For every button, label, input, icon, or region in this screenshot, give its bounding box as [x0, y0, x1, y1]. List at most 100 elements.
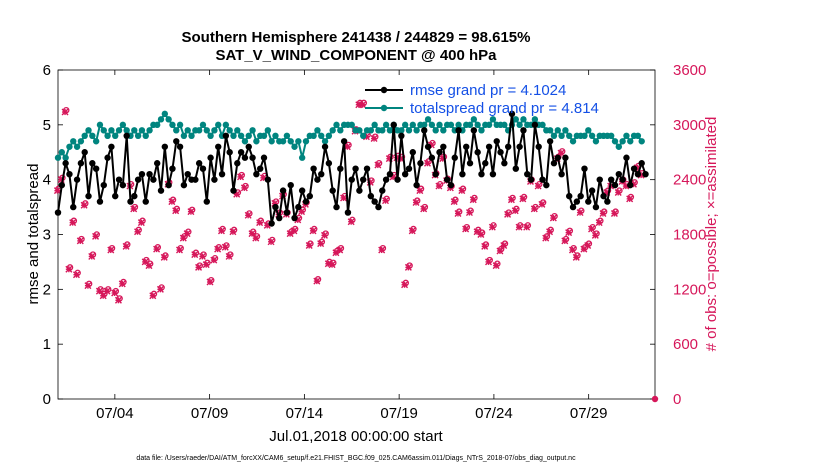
obs-assimilated-point	[145, 262, 153, 270]
rmse-point	[451, 154, 458, 161]
rmse-point	[455, 127, 462, 134]
rmse-point	[428, 154, 436, 161]
totalspread-point	[592, 138, 600, 145]
rmse-point	[314, 176, 321, 183]
totalspread-point	[356, 127, 363, 134]
rmse-point	[207, 154, 214, 161]
totalspread-point	[199, 121, 207, 129]
obs-assimilated-point	[65, 265, 73, 273]
totalspread-point	[146, 127, 153, 134]
obs-assimilated-point	[84, 282, 92, 290]
obs-assimilated-point	[462, 225, 470, 233]
rmse-point	[466, 160, 474, 167]
obs-assimilated-point	[546, 228, 554, 236]
obs-assimilated-point	[244, 211, 252, 219]
rmse-point	[70, 203, 77, 211]
obs-assimilated-point	[53, 187, 61, 195]
totalspread-point	[237, 132, 245, 139]
rmse-point	[634, 170, 642, 178]
rmse-point	[535, 143, 542, 150]
y-right-tick-label: 3600	[673, 62, 706, 79]
x-tick-label: 07/04	[96, 405, 134, 422]
obs-assimilated-point	[80, 201, 88, 209]
obs-assimilated-point	[175, 246, 183, 254]
rmse-point	[77, 160, 85, 167]
totalspread-point	[153, 121, 161, 129]
obs-assimilated-point	[523, 223, 531, 231]
rmse-point	[276, 214, 283, 222]
legend-rmse-label: rmse grand pr = 4.1024	[410, 82, 566, 99]
obs-assimilated-point	[88, 252, 96, 260]
rmse-point	[176, 143, 184, 150]
rmse-point	[108, 143, 115, 150]
totalspread-point	[295, 138, 302, 145]
totalspread-point	[169, 121, 176, 129]
rmse-point	[192, 176, 199, 183]
obs-assimilated-point	[92, 232, 100, 240]
rmse-point	[508, 110, 516, 118]
rmse-point	[291, 214, 298, 222]
totalspread-point	[222, 121, 230, 129]
obs-assimilated-point	[404, 263, 412, 271]
rmse-point	[585, 198, 592, 205]
totalspread-point	[638, 138, 645, 145]
totalspread-point	[287, 138, 294, 145]
totalspread-point	[81, 132, 88, 139]
obs-assimilated-point	[378, 246, 386, 254]
y-right-tick-label: 3000	[673, 117, 706, 134]
obs-assimilated-point	[225, 252, 233, 260]
obs-assimilated-point	[465, 209, 473, 217]
totalspread-point	[501, 121, 508, 129]
rmse-point	[318, 170, 325, 178]
obs-assimilated-point	[240, 184, 248, 192]
obs-assimilated-point	[221, 243, 229, 251]
rmse-point	[85, 192, 92, 200]
rmse-point	[337, 165, 344, 172]
totalspread-point	[489, 116, 497, 123]
rmse-point	[463, 143, 470, 150]
rmse-point	[279, 187, 287, 194]
rmse-point	[382, 176, 390, 183]
obs-assimilated-point	[103, 287, 111, 295]
obs-assimilated-point	[172, 207, 180, 215]
rmse-point	[150, 176, 157, 183]
rmse-point	[96, 198, 104, 205]
obs-assimilated-point	[374, 161, 382, 169]
rmse-point	[520, 127, 527, 134]
totalspread-point	[329, 127, 336, 134]
rmse-point	[272, 203, 279, 211]
obs-assimilated-point	[572, 253, 580, 261]
obs-assimilated-point	[450, 198, 458, 206]
totalspread-point	[123, 127, 130, 134]
totalspread-point	[531, 116, 539, 123]
totalspread-point	[215, 121, 222, 129]
obs-assimilated-point	[153, 245, 161, 253]
rmse-point	[153, 160, 161, 167]
y-right-axis: 0 600 1200 1800 2400 3000 3600	[650, 62, 706, 408]
totalspread-point	[195, 127, 203, 134]
rmse-point	[62, 160, 69, 167]
obs-assimilated-point	[511, 207, 519, 215]
rmse-point	[409, 149, 417, 156]
totalspread-point	[485, 121, 493, 129]
rmse-point	[356, 187, 363, 194]
legend-spread-marker	[380, 104, 388, 112]
obs-assimilated-point	[210, 256, 218, 264]
obs-assimilated-point	[347, 218, 355, 226]
totalspread-point	[623, 132, 630, 139]
totalspread-point	[157, 116, 165, 123]
obs-assimilated-point	[584, 241, 592, 249]
obs-assimilated-point	[481, 242, 489, 250]
rmse-point	[203, 198, 210, 205]
obs-series	[53, 99, 659, 403]
totalspread-point	[119, 121, 127, 129]
totalspread-point	[203, 127, 210, 134]
totalspread-point	[379, 127, 386, 134]
y-right-tick-label: 600	[673, 336, 698, 353]
x-label: Jul.01,2018 00:00:00 start	[269, 428, 443, 445]
rmse-point	[482, 160, 489, 167]
x-axis: 07/04 07/09 07/14 07/19 07/24 07/29	[96, 70, 607, 422]
obs-assimilated-point	[305, 241, 313, 249]
totalspread-point	[92, 138, 100, 145]
